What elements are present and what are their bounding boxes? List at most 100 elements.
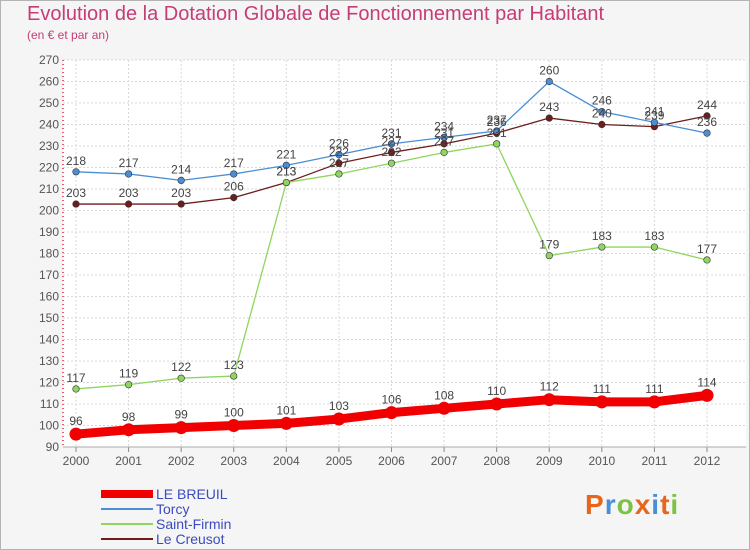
legend: LE BREUIL Torcy Saint-Firmin Le Creusot xyxy=(101,485,231,547)
data-label: 101 xyxy=(276,403,296,417)
y-tick-label: 200 xyxy=(39,204,59,218)
x-tick-label: 2008 xyxy=(483,454,510,468)
legend-item: Le Creusot xyxy=(101,530,231,547)
legend-item: LE BREUIL xyxy=(101,485,231,502)
data-label: 112 xyxy=(540,380,559,394)
data-label: 108 xyxy=(434,388,454,402)
data-point xyxy=(227,419,241,432)
data-label: 103 xyxy=(329,399,349,413)
data-label: 122 xyxy=(171,360,191,374)
data-label: 218 xyxy=(66,154,86,168)
data-label: 117 xyxy=(66,371,85,385)
data-point xyxy=(650,118,659,126)
data-point xyxy=(124,170,133,178)
data-label: 260 xyxy=(539,64,559,78)
data-point xyxy=(703,129,711,137)
data-point xyxy=(542,393,556,407)
data-point xyxy=(545,252,553,260)
data-point xyxy=(387,140,396,148)
x-tick-label: 2003 xyxy=(220,454,247,468)
data-label: 217 xyxy=(224,156,244,170)
legend-label: Le Creusot xyxy=(156,530,225,547)
data-label: 106 xyxy=(381,393,401,407)
data-label: 226 xyxy=(329,137,349,151)
x-tick-label: 2011 xyxy=(642,454,668,468)
data-label: 203 xyxy=(119,186,139,200)
data-point xyxy=(598,243,606,251)
data-label: 96 xyxy=(69,414,83,428)
data-point xyxy=(440,133,448,141)
y-tick-label: 230 xyxy=(39,139,59,153)
logo-letter: x xyxy=(634,489,652,520)
data-point xyxy=(124,381,133,389)
data-point xyxy=(332,412,346,426)
data-point xyxy=(385,406,398,420)
data-point xyxy=(282,161,290,169)
chart-subtitle: (en € et par an) xyxy=(27,28,110,42)
data-point xyxy=(545,114,553,122)
data-label: 222 xyxy=(329,145,349,159)
data-label: 246 xyxy=(592,94,612,108)
data-label: 239 xyxy=(644,109,664,123)
series xyxy=(69,77,714,441)
y-tick-label: 170 xyxy=(39,268,59,282)
data-point xyxy=(122,423,136,437)
data-point xyxy=(279,416,293,430)
x-tick-label: 2009 xyxy=(536,454,563,468)
data-point xyxy=(595,395,609,409)
data-label: 203 xyxy=(171,186,191,200)
data-point xyxy=(230,194,238,202)
data-label: 241 xyxy=(644,104,664,118)
data-point xyxy=(440,148,448,157)
legend-swatch xyxy=(101,507,153,510)
data-point xyxy=(387,159,396,167)
data-point xyxy=(230,170,238,178)
y-tick-label: 210 xyxy=(39,182,59,196)
logo-letter: t xyxy=(660,489,671,520)
data-label: 183 xyxy=(644,229,664,243)
data-label: 213 xyxy=(276,165,296,179)
data-point xyxy=(647,395,661,409)
data-label: 231 xyxy=(434,126,454,140)
logo-letter: i xyxy=(651,489,661,520)
data-point xyxy=(703,112,711,120)
legend-item: Saint-Firmin xyxy=(101,516,231,532)
y-tick-label: 120 xyxy=(39,376,59,390)
data-label: 236 xyxy=(697,115,717,129)
legend-item: Torcy xyxy=(101,501,231,517)
x-tick-label: 2006 xyxy=(378,454,405,468)
data-point xyxy=(493,140,501,148)
data-label: 98 xyxy=(122,410,136,424)
data-point xyxy=(230,372,238,380)
data-point xyxy=(700,388,714,402)
logo-letter: P xyxy=(585,489,605,520)
data-label: 244 xyxy=(697,98,717,112)
data-label: 111 xyxy=(593,382,612,396)
legend-swatch xyxy=(101,489,153,498)
legend-label: LE BREUIL xyxy=(156,485,228,502)
legend-swatch xyxy=(101,537,153,540)
data-label: 111 xyxy=(645,382,664,396)
x-tick-label: 2012 xyxy=(694,454,721,468)
y-tick-label: 130 xyxy=(39,354,59,368)
data-label: 237 xyxy=(487,113,507,127)
data-point xyxy=(72,168,80,176)
y-tick-label: 180 xyxy=(39,247,59,261)
data-point xyxy=(177,374,185,382)
data-label: 206 xyxy=(224,180,244,194)
data-point xyxy=(437,401,451,415)
x-tick-label: 2001 xyxy=(115,454,142,468)
data-label: 100 xyxy=(224,406,244,420)
data-label: 221 xyxy=(276,147,296,161)
y-tick-label: 240 xyxy=(39,118,59,132)
y-tick-label: 90 xyxy=(46,440,60,454)
x-tick-label: 2007 xyxy=(431,454,458,468)
y-tick-label: 160 xyxy=(39,290,59,304)
logo-letter: r xyxy=(604,489,617,520)
y-tick-label: 140 xyxy=(39,333,59,347)
chart-title: Evolution de la Dotation Globale de Fonc… xyxy=(27,3,605,25)
data-label: 231 xyxy=(487,126,507,140)
x-tick-label: 2010 xyxy=(588,454,615,468)
